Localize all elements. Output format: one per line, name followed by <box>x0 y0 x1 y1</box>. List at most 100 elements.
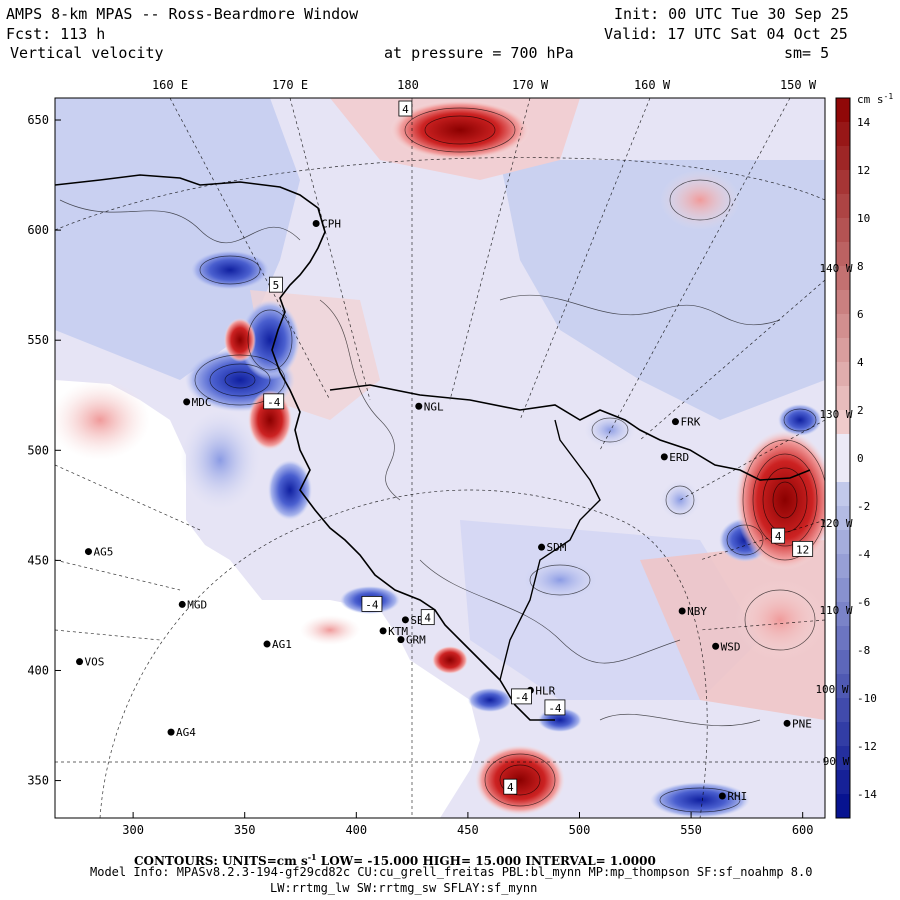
station-marker <box>660 453 668 461</box>
colorbar-tick-label: 8 <box>857 260 864 273</box>
extremum-box <box>420 609 435 626</box>
colorbar-block <box>836 242 850 266</box>
field-layer <box>55 98 825 818</box>
colorbar-block <box>836 578 850 602</box>
station-marker <box>76 658 84 666</box>
station-marker <box>183 398 191 406</box>
colorbar-tick-label: -2 <box>857 500 870 513</box>
colorbar-block <box>836 362 850 386</box>
top-axis-label: 150 W <box>780 78 817 92</box>
valid-time: Valid: 17 UTC Sat 04 Oct 25 <box>604 25 848 43</box>
station-label: AG4 <box>176 726 196 739</box>
colorbar-block <box>836 170 850 194</box>
colorbar-tick-label: -8 <box>857 644 870 657</box>
x-tick-label: 600 <box>792 823 814 837</box>
station-label: GRM <box>406 634 426 647</box>
top-axis-label: 160 E <box>152 78 188 92</box>
colorbar-units: cm s-1 <box>857 92 893 106</box>
colorbar-block <box>836 386 850 410</box>
extremum-box <box>544 699 566 716</box>
extremum-box <box>792 540 814 557</box>
map-title: AMPS 8-km MPAS -- Ross-Beardmore Window <box>6 5 359 23</box>
colorbar-block <box>836 458 850 482</box>
extremum-label: 4 <box>402 103 409 116</box>
station-label: RHI <box>727 790 747 803</box>
plot-frame <box>54 97 826 819</box>
extremum-label: 12 <box>796 543 809 556</box>
top-axis-label: 170 E <box>272 78 308 92</box>
right-lon-label: 130 W <box>819 408 852 421</box>
x-tick-label: 450 <box>457 823 479 837</box>
colorbar-block <box>836 410 850 434</box>
station-marker <box>415 402 423 410</box>
colorbar-tick-label: 6 <box>857 308 864 321</box>
x-tick-label: 550 <box>680 823 702 837</box>
station-label: KTM <box>388 625 408 638</box>
y-tick-label: 650 <box>27 113 49 127</box>
extremum-label: 4 <box>424 612 431 625</box>
colorbar-block <box>836 626 850 650</box>
extremum-box <box>361 596 383 612</box>
station-marker <box>379 627 387 635</box>
colorbar-block <box>836 266 850 290</box>
colorbar-block <box>836 98 850 122</box>
colorbar-block <box>836 482 850 506</box>
colorbar: 14 12 10 8 6 4 2 0 -2 -4 -6 -8 -10 -12 -14 <box>835 97 877 819</box>
extremum-label: -4 <box>548 702 562 715</box>
extremum-label: 4 <box>775 530 782 543</box>
colorbar-block <box>836 674 850 698</box>
colorbar-block <box>836 554 850 578</box>
extremum-box <box>771 527 786 544</box>
station-label: ERD <box>669 451 689 464</box>
y-tick-label: 450 <box>27 553 49 567</box>
model-info: Model Info: MPASv8.2.3-194-gf29cd82c CU:… <box>90 865 813 879</box>
colorbar-tick-label: 12 <box>857 164 870 177</box>
station-marker <box>712 642 720 650</box>
station-label: VOS <box>85 656 105 669</box>
station-marker <box>671 418 679 426</box>
right-lon-label: 140 W <box>819 262 852 275</box>
station-label: AG5 <box>93 546 113 559</box>
colorbar-block <box>836 698 850 722</box>
x-tick-label: 400 <box>345 823 367 837</box>
station-marker <box>401 616 409 624</box>
station-marker <box>397 636 405 644</box>
colorbar-block <box>836 650 850 674</box>
colorbar-tick-label: 2 <box>857 404 864 417</box>
colorbar-tick-label: -4 <box>857 548 871 561</box>
y-tick-label: 600 <box>27 223 49 237</box>
colorbar-block <box>836 506 850 530</box>
station-marker <box>718 792 726 800</box>
colorbar-block <box>836 770 850 794</box>
station-marker <box>178 600 186 608</box>
x-tick-label: 500 <box>569 823 591 837</box>
axis-ticks: 300 350 400 450 500 550 600 650 600 550 500 450 400 3… <box>27 113 813 837</box>
field-name: Vertical velocity <box>10 44 164 62</box>
colorbar-block <box>836 290 850 314</box>
colorbar-block <box>836 746 850 770</box>
station-label: NBY <box>687 605 707 618</box>
y-tick-label: 400 <box>27 663 49 677</box>
station-label: NGL <box>424 400 444 413</box>
extremum-box <box>503 778 518 795</box>
forecast-hour: Fcst: 113 h <box>6 25 106 43</box>
colorbar-tick-label: -6 <box>857 596 870 609</box>
station-label: PNE <box>792 717 812 730</box>
station-marker <box>167 728 175 736</box>
init-time: Init: 00 UTC Tue 30 Sep 25 <box>614 5 849 23</box>
y-tick-label: 350 <box>27 774 49 788</box>
colorbar-block <box>836 434 850 458</box>
station-marker <box>678 607 686 615</box>
extremum-box <box>398 100 413 117</box>
colorbar-tick-label: 0 <box>857 452 864 465</box>
station-label: MGD <box>187 598 207 611</box>
colorbar-block <box>836 794 850 818</box>
top-axis-label: 180 <box>397 78 419 92</box>
extremum-label: -4 <box>267 396 281 409</box>
right-lon-label: 100 W <box>815 683 848 696</box>
colorbar-block <box>836 602 850 626</box>
extremum-label: 4 <box>507 781 514 794</box>
colorbar-block <box>836 530 850 554</box>
